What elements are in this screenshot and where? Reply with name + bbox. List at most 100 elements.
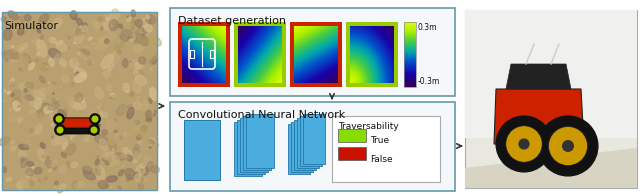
- Ellipse shape: [124, 148, 129, 154]
- Ellipse shape: [113, 149, 114, 151]
- Ellipse shape: [20, 157, 24, 161]
- Ellipse shape: [68, 36, 70, 39]
- Ellipse shape: [108, 157, 111, 161]
- Ellipse shape: [67, 162, 70, 168]
- Ellipse shape: [135, 129, 139, 131]
- Bar: [300, 116, 322, 166]
- Ellipse shape: [133, 45, 143, 52]
- Ellipse shape: [36, 40, 47, 57]
- Ellipse shape: [73, 27, 84, 34]
- Ellipse shape: [108, 45, 116, 53]
- Ellipse shape: [26, 172, 31, 178]
- Ellipse shape: [132, 19, 136, 25]
- Ellipse shape: [139, 36, 148, 44]
- Ellipse shape: [42, 155, 45, 158]
- Ellipse shape: [143, 100, 148, 105]
- Ellipse shape: [146, 18, 151, 23]
- Ellipse shape: [110, 53, 120, 63]
- Ellipse shape: [132, 129, 146, 137]
- Polygon shape: [506, 64, 571, 89]
- Ellipse shape: [29, 120, 33, 124]
- Ellipse shape: [72, 181, 78, 189]
- Ellipse shape: [140, 164, 145, 168]
- Ellipse shape: [51, 136, 60, 146]
- Ellipse shape: [20, 158, 28, 168]
- Ellipse shape: [145, 139, 150, 144]
- Ellipse shape: [77, 52, 80, 55]
- Ellipse shape: [134, 121, 140, 127]
- Ellipse shape: [151, 166, 159, 173]
- Ellipse shape: [139, 57, 146, 64]
- Ellipse shape: [135, 20, 143, 27]
- Ellipse shape: [106, 83, 112, 91]
- Text: True: True: [370, 136, 389, 145]
- Ellipse shape: [134, 172, 138, 177]
- Ellipse shape: [30, 133, 35, 136]
- Ellipse shape: [123, 83, 129, 92]
- Ellipse shape: [19, 58, 28, 71]
- Ellipse shape: [74, 102, 81, 109]
- Ellipse shape: [108, 155, 116, 162]
- Ellipse shape: [76, 72, 79, 76]
- Ellipse shape: [52, 159, 58, 163]
- Ellipse shape: [10, 15, 17, 22]
- Ellipse shape: [150, 88, 157, 100]
- Ellipse shape: [150, 138, 157, 149]
- Ellipse shape: [38, 141, 45, 147]
- Ellipse shape: [74, 103, 81, 110]
- Ellipse shape: [61, 152, 67, 158]
- Ellipse shape: [38, 103, 49, 112]
- Ellipse shape: [1, 16, 6, 22]
- Ellipse shape: [150, 59, 156, 65]
- Ellipse shape: [141, 165, 148, 175]
- Circle shape: [562, 140, 574, 152]
- Ellipse shape: [24, 141, 31, 147]
- Ellipse shape: [31, 166, 35, 169]
- Text: -0.3m: -0.3m: [418, 77, 440, 86]
- Bar: [297, 118, 319, 168]
- Ellipse shape: [36, 63, 45, 69]
- Ellipse shape: [44, 80, 51, 86]
- Bar: [338, 129, 366, 142]
- Ellipse shape: [32, 38, 40, 44]
- Ellipse shape: [74, 34, 84, 44]
- Ellipse shape: [48, 103, 60, 110]
- Ellipse shape: [49, 58, 54, 66]
- Ellipse shape: [9, 108, 12, 111]
- Ellipse shape: [108, 66, 112, 71]
- Ellipse shape: [18, 121, 20, 123]
- Bar: [178, 22, 230, 87]
- Ellipse shape: [106, 185, 109, 188]
- Ellipse shape: [24, 89, 28, 92]
- Ellipse shape: [148, 62, 152, 66]
- Bar: [290, 22, 342, 87]
- Ellipse shape: [49, 38, 56, 43]
- Ellipse shape: [17, 28, 24, 35]
- Ellipse shape: [56, 42, 67, 51]
- Bar: [288, 124, 310, 174]
- Ellipse shape: [129, 185, 134, 190]
- Ellipse shape: [58, 40, 63, 45]
- Ellipse shape: [2, 89, 6, 93]
- Ellipse shape: [127, 16, 129, 18]
- Ellipse shape: [123, 91, 130, 99]
- Ellipse shape: [133, 74, 143, 84]
- Ellipse shape: [19, 150, 26, 158]
- Ellipse shape: [116, 134, 118, 136]
- Ellipse shape: [118, 186, 121, 189]
- Ellipse shape: [29, 110, 36, 118]
- Ellipse shape: [127, 156, 132, 161]
- Ellipse shape: [70, 11, 77, 19]
- Ellipse shape: [55, 100, 59, 104]
- Ellipse shape: [83, 141, 84, 142]
- Ellipse shape: [95, 159, 99, 165]
- Ellipse shape: [44, 176, 47, 180]
- Ellipse shape: [25, 82, 33, 88]
- Text: Simulator: Simulator: [4, 21, 58, 31]
- Bar: [246, 114, 274, 168]
- Ellipse shape: [53, 18, 62, 27]
- Polygon shape: [494, 89, 584, 144]
- Circle shape: [506, 126, 542, 162]
- Ellipse shape: [3, 29, 12, 40]
- Ellipse shape: [135, 120, 140, 125]
